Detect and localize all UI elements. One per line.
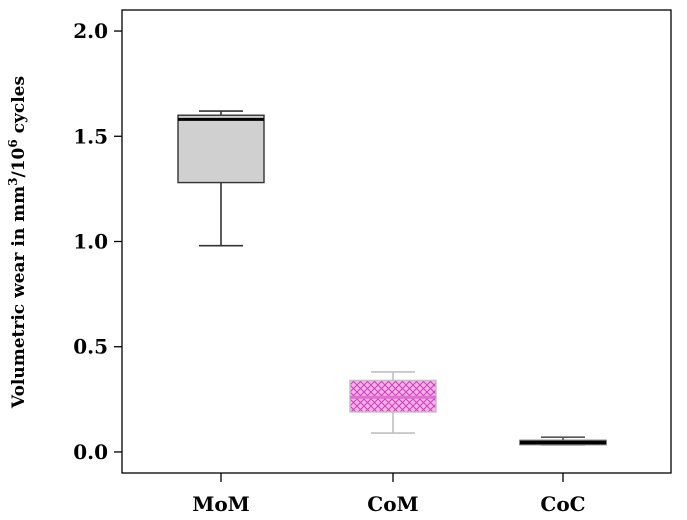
y-axis: 0.0 0.5 1.0 1.5 2.0 [73,19,122,464]
y-axis-title: Volumetric wear in mm3/106 cycles [6,76,29,409]
box-iqr [177,114,265,184]
x-tick-label-mom: MoM [192,492,250,516]
y-tick-label: 2.0 [73,19,108,43]
boxes-group [177,110,607,446]
box-coc [519,436,607,446]
x-tick-label-coc: CoC [540,492,585,516]
box-com [349,371,437,434]
x-axis: MoM CoM CoC [192,473,586,516]
y-tick-label: 1.0 [73,230,108,254]
y-tick-label: 0.0 [73,440,108,464]
y-tick-label: 0.5 [73,335,108,359]
y-tick-label: 1.5 [73,124,108,148]
box-mom [177,110,265,247]
x-tick-label-com: CoM [367,492,418,516]
